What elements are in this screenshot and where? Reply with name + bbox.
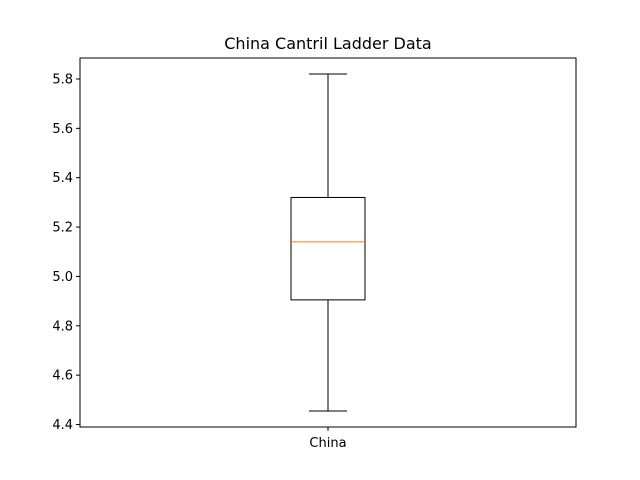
box-group-china [290, 73, 366, 412]
y-tick-label: 5.4 [52, 171, 73, 186]
y-tick-label: 5.2 [52, 221, 73, 236]
y-tick-label: 5.0 [52, 270, 73, 285]
y-tick-label: 5.6 [52, 122, 73, 137]
y-tick-label: 4.6 [52, 369, 73, 384]
plot-area [290, 73, 366, 412]
axes-frame [79, 57, 577, 428]
iqr-box [290, 196, 366, 301]
y-tick-label: 4.4 [52, 418, 73, 433]
y-tick-label: 5.8 [52, 72, 73, 87]
x-tick-label: China [309, 436, 346, 451]
y-axis: 4.4 4.6 4.8 5.0 5.2 5.4 5.6 5.8 [52, 72, 80, 433]
chart-title: China Cantril Ladder Data [224, 34, 431, 53]
y-tick-label: 4.8 [52, 319, 73, 334]
x-axis: China [309, 427, 347, 451]
